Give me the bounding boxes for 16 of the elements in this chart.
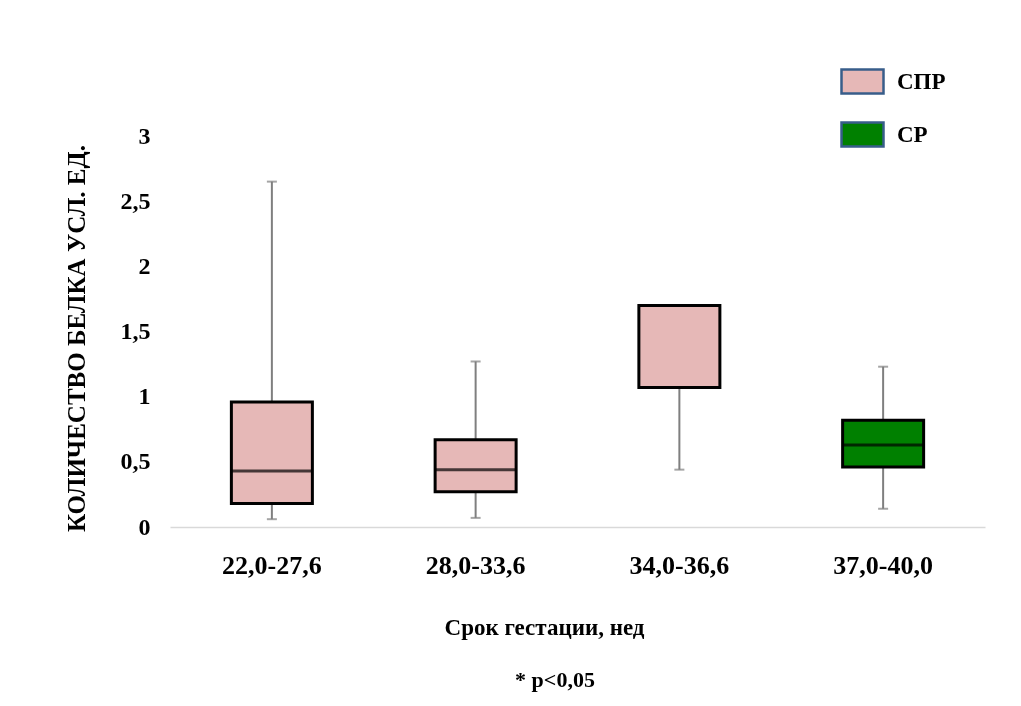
y-tick-label: 2,5 — [120, 187, 151, 214]
text: * p<0,05 — [515, 667, 595, 692]
y-tick-label: 2 — [138, 252, 151, 279]
x-tick-label: 37,0-40,0 — [833, 550, 933, 580]
y-tick-label: 0,5 — [120, 448, 151, 475]
x-tick-label: 22,0-27,6 — [222, 550, 322, 580]
x-axis-title: Срок гестации, нед — [444, 614, 645, 640]
y-tick-label: 1 — [138, 383, 151, 410]
y-tick-label: 0 — [138, 513, 151, 540]
x-tick-label: 28,0-33,6 — [425, 550, 526, 580]
y-tick-label: 3 — [138, 122, 151, 149]
x-tick-label: 34,0-36,6 — [629, 550, 730, 580]
y-axis-title: КОЛИЧЕСТВО БЕЛКА УСЛ. ЕД. — [62, 145, 90, 532]
legend-label: СПР — [897, 68, 946, 94]
legend-label: СР — [897, 121, 928, 147]
y-tick-label: 1,5 — [120, 318, 151, 344]
